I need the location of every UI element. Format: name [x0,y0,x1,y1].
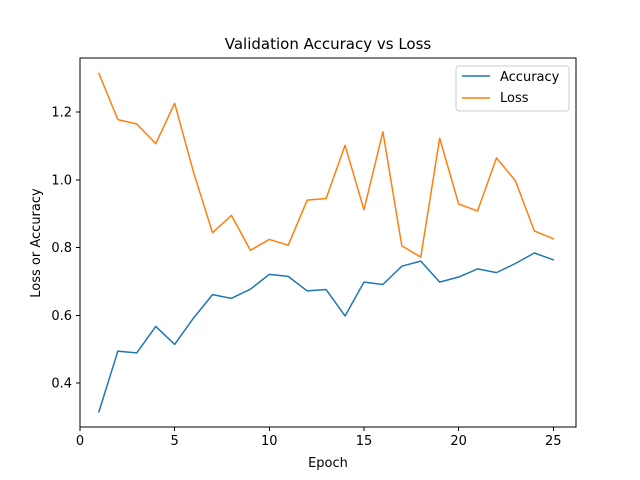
x-tick-label: 25 [545,434,562,449]
legend-label-loss: Loss [500,91,529,106]
legend-label-accuracy: Accuracy [500,70,560,85]
chart-title: Validation Accuracy vs Loss [225,35,432,53]
axes-frame [79,57,577,428]
x-tick-label: 15 [356,434,373,449]
x-axis-label: Epoch [308,456,348,471]
plot-area [79,57,577,428]
series-line-accuracy [97,252,555,413]
y-tick-label: 1.0 [51,173,72,188]
y-tick-label: 1.2 [51,106,72,121]
series-layer [97,72,555,413]
y-tick-label: 0.8 [51,241,72,256]
x-tick-label: 20 [450,434,467,449]
x-axis-ticks: 0 5 10 15 20 25 [76,427,562,449]
legend: Accuracy Loss [455,65,570,112]
legend-frame [455,65,570,112]
x-tick-label: 0 [76,434,84,449]
y-tick-label: 0.4 [51,376,72,391]
y-axis-ticks: 0.4 0.6 0.8 1.0 1.2 [51,106,80,391]
x-tick-label: 10 [261,434,278,449]
x-tick-label: 5 [171,434,179,449]
y-axis-label: Loss or Accuracy [29,188,44,298]
y-tick-label: 0.6 [51,309,72,324]
